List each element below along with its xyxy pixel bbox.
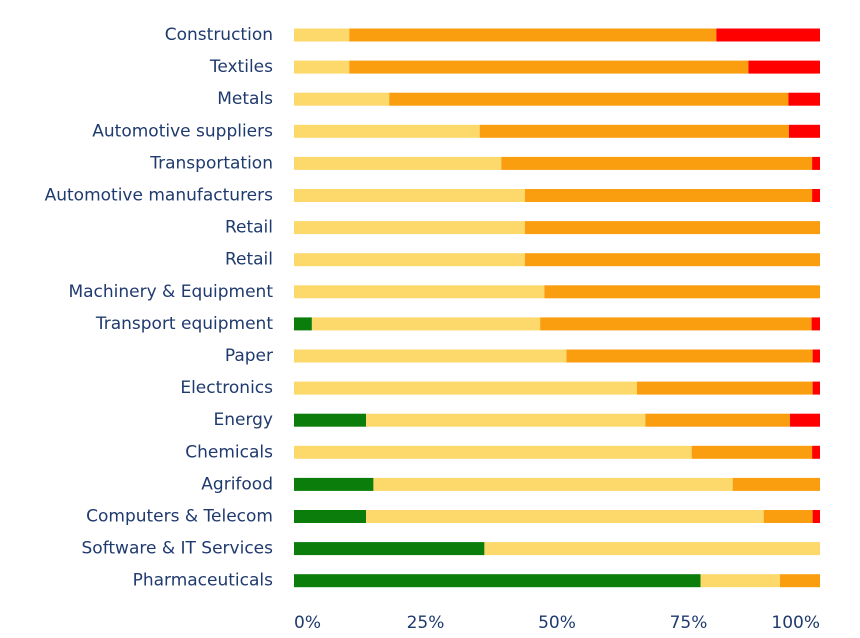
x-tick-label: 0% [294,613,321,633]
bar-segment [501,156,813,170]
bar-segment [700,574,781,588]
category-label: Software & IT Services [82,539,274,559]
category-label: Machinery & Equipment [68,282,273,302]
bar-segment [716,28,820,42]
bar-segment [812,445,820,459]
bar-segment [294,28,350,42]
category-label: Transportation [149,153,273,173]
bar-segment [636,381,813,395]
bar-segment [294,381,637,395]
bar-segment [294,189,525,202]
bar-segment [484,542,820,556]
category-label: Automotive suppliers [92,121,273,141]
category-label: Metals [217,89,273,109]
bar-segment [566,349,813,363]
bar-segment [790,413,820,427]
bar-segment [373,477,733,491]
bar-segment [349,28,717,42]
bar-segment [294,60,350,74]
category-label: Textiles [209,57,273,77]
bar-segment [691,445,813,459]
category-label: Retail [225,250,273,270]
bar-segment [812,381,820,395]
bar-segment [294,317,312,331]
bar-segment [788,92,820,106]
bars-layer [294,28,820,588]
bar-segment [294,574,701,588]
x-tick-label: 75% [670,613,708,633]
bar-segment [294,542,485,556]
bar-segment [294,221,525,235]
bar-segment [544,285,820,299]
bar-segment [294,413,367,427]
category-label: Automotive manufacturers [45,186,274,206]
category-label: Electronics [180,378,273,398]
bar-segment [524,221,820,235]
bar-segment [294,253,525,267]
bar-segment [524,189,813,202]
bar-segment [524,253,820,267]
x-tick-label: 50% [538,613,576,633]
bar-segment [294,124,480,138]
bar-segment [294,349,567,363]
bar-segment [294,510,367,523]
bar-segment [732,477,820,491]
bar-segment [811,317,820,331]
bar-segment [812,349,820,363]
bar-segment [645,413,791,427]
x-tick-label: 25% [407,613,445,633]
bar-segment [366,510,764,523]
category-labels: Construction Textiles Metals Automotive sup… [45,25,274,591]
bar-segment [294,156,502,170]
bar-segment [366,413,646,427]
bar-segment [479,124,789,138]
category-label: Agrifood [201,474,273,494]
bar-segment [311,317,541,331]
bar-segment [294,92,390,106]
bar-segment [812,510,820,523]
x-tick-label: 100% [771,613,820,633]
bar-segment [389,92,789,106]
category-label: Pharmaceuticals [133,571,274,591]
category-label: Construction [165,25,273,45]
bar-segment [780,574,820,588]
category-label: Retail [225,218,273,238]
bar-segment [763,510,813,523]
bar-segment [788,124,820,138]
category-label: Transport equipment [95,314,274,334]
bar-segment [812,156,820,170]
bar-segment [294,477,374,491]
category-label: Chemicals [185,442,273,462]
category-label: Computers & Telecom [86,507,273,527]
x-axis-tick-labels: 0% 25% 50% 75% 100% [294,613,820,633]
category-label: Energy [213,410,273,430]
bar-segment [349,60,749,74]
bar-segment [294,285,545,299]
bar-segment [812,189,820,202]
bar-segment [540,317,812,331]
bar-segment [294,445,692,459]
category-label: Paper [225,346,273,366]
bar-segment [748,60,820,74]
